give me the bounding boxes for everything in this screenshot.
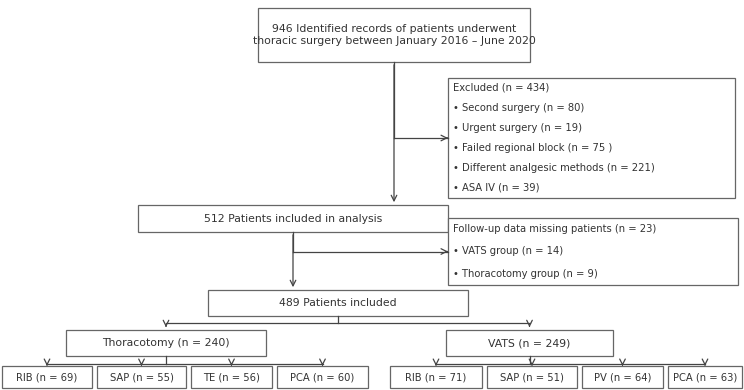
Bar xyxy=(138,205,448,232)
Text: • ASA IV (n = 39): • ASA IV (n = 39) xyxy=(453,183,539,193)
Text: PCA (n = 63): PCA (n = 63) xyxy=(673,372,737,382)
Bar xyxy=(97,366,186,388)
Text: Thoracotomy (n = 240): Thoracotomy (n = 240) xyxy=(102,338,230,348)
Bar xyxy=(277,366,368,388)
Text: RIB (n = 69): RIB (n = 69) xyxy=(16,372,77,382)
Text: PV (n = 64): PV (n = 64) xyxy=(594,372,651,382)
Text: Excluded (n = 434): Excluded (n = 434) xyxy=(453,83,549,93)
Text: VATS (n = 249): VATS (n = 249) xyxy=(488,338,571,348)
Bar xyxy=(2,366,92,388)
Bar xyxy=(208,290,468,316)
Bar xyxy=(668,366,742,388)
Bar xyxy=(446,330,613,356)
Text: • Thoracotomy group (n = 9): • Thoracotomy group (n = 9) xyxy=(453,269,597,279)
Text: SAP (n = 51): SAP (n = 51) xyxy=(500,372,564,382)
Bar xyxy=(258,8,530,62)
Text: Follow-up data missing patients (n = 23): Follow-up data missing patients (n = 23) xyxy=(453,224,656,234)
Bar xyxy=(448,78,735,198)
Text: 946 Identified records of patients underwent
thoracic surgery between January 20: 946 Identified records of patients under… xyxy=(252,24,536,46)
Text: • Second surgery (n = 80): • Second surgery (n = 80) xyxy=(453,103,584,113)
Text: • Urgent surgery (n = 19): • Urgent surgery (n = 19) xyxy=(453,123,582,133)
Text: RIB (n = 71): RIB (n = 71) xyxy=(405,372,466,382)
Text: SAP (n = 55): SAP (n = 55) xyxy=(109,372,173,382)
Text: • Different analgesic methods (n = 221): • Different analgesic methods (n = 221) xyxy=(453,163,655,173)
Bar xyxy=(448,218,738,285)
Bar xyxy=(487,366,577,388)
Text: • VATS group (n = 14): • VATS group (n = 14) xyxy=(453,246,563,257)
Bar xyxy=(582,366,663,388)
Bar xyxy=(390,366,482,388)
Bar xyxy=(191,366,272,388)
Text: TE (n = 56): TE (n = 56) xyxy=(203,372,260,382)
Text: 489 Patients included: 489 Patients included xyxy=(279,298,397,308)
Text: PCA (n = 60): PCA (n = 60) xyxy=(290,372,355,382)
Text: 512 Patients included in analysis: 512 Patients included in analysis xyxy=(204,213,382,223)
Text: • Failed regional block (n = 75 ): • Failed regional block (n = 75 ) xyxy=(453,143,612,153)
Bar xyxy=(66,330,266,356)
